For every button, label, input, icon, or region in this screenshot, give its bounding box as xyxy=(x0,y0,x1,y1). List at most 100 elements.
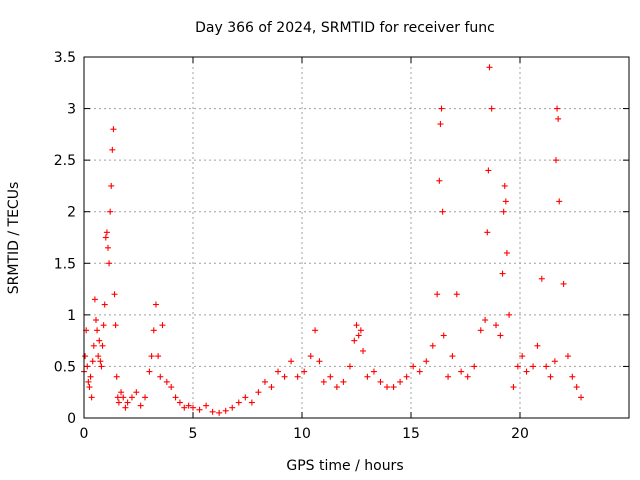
data-point xyxy=(482,317,489,324)
data-point xyxy=(172,394,179,401)
data-point xyxy=(434,291,441,298)
data-point xyxy=(340,378,347,385)
data-point xyxy=(503,249,510,256)
data-point xyxy=(364,373,371,380)
data-point xyxy=(85,378,92,385)
data-point xyxy=(458,368,465,375)
data-point xyxy=(488,105,495,112)
data-point xyxy=(573,384,580,391)
data-point xyxy=(410,363,417,370)
data-point xyxy=(95,353,102,360)
data-point xyxy=(523,368,530,375)
data-point xyxy=(416,368,423,375)
data-point xyxy=(497,332,504,339)
data-point xyxy=(87,373,94,380)
data-point xyxy=(288,358,295,365)
data-point xyxy=(163,378,170,385)
data-point xyxy=(98,363,105,370)
data-point xyxy=(128,394,135,401)
data-point xyxy=(222,407,229,414)
data-point xyxy=(142,394,149,401)
data-point xyxy=(115,399,122,406)
data-point xyxy=(510,384,517,391)
data-point xyxy=(255,389,262,396)
data-point xyxy=(150,327,157,334)
data-point xyxy=(89,358,96,365)
data-point xyxy=(485,167,492,174)
data-point xyxy=(137,402,144,409)
data-point xyxy=(196,406,203,413)
y-tick-label: 2.5 xyxy=(54,153,76,169)
data-point xyxy=(438,105,445,112)
data-point xyxy=(307,353,314,360)
data-point xyxy=(157,373,164,380)
data-point xyxy=(312,327,319,334)
y-tick-label: 1 xyxy=(67,308,76,324)
data-point xyxy=(437,121,444,128)
data-point xyxy=(320,378,327,385)
data-point xyxy=(351,337,358,344)
data-point xyxy=(101,301,108,308)
data-point xyxy=(248,399,255,406)
data-point xyxy=(168,384,175,391)
data-point xyxy=(294,373,301,380)
data-point xyxy=(94,327,101,334)
data-point xyxy=(486,64,493,71)
data-point xyxy=(547,373,554,380)
data-point xyxy=(108,182,115,189)
data-point xyxy=(436,177,443,184)
data-point xyxy=(107,208,114,215)
y-tick-label: 1.5 xyxy=(54,256,76,272)
data-point xyxy=(216,409,223,416)
data-point xyxy=(514,363,521,370)
data-point xyxy=(281,373,288,380)
data-point xyxy=(534,342,541,349)
data-point xyxy=(554,105,561,112)
data-point xyxy=(484,229,491,236)
data-point xyxy=(275,368,282,375)
y-tick-label: 2 xyxy=(67,205,76,221)
data-point xyxy=(112,322,119,329)
data-point xyxy=(235,399,242,406)
data-point xyxy=(471,363,478,370)
data-point xyxy=(501,182,508,189)
data-point xyxy=(316,358,323,365)
data-point xyxy=(530,363,537,370)
data-point xyxy=(453,291,460,298)
data-point xyxy=(477,327,484,334)
data-point xyxy=(301,368,308,375)
data-point xyxy=(100,322,107,329)
data-point xyxy=(555,115,562,122)
data-point xyxy=(357,327,364,334)
data-point xyxy=(261,378,268,385)
grid-layer xyxy=(84,57,629,418)
y-tick-label: 0 xyxy=(67,411,76,427)
data-point xyxy=(122,404,129,411)
data-point xyxy=(564,353,571,360)
data-point xyxy=(102,234,109,241)
data-point xyxy=(148,353,155,360)
data-point xyxy=(552,157,559,164)
data-point xyxy=(152,301,159,308)
data-point xyxy=(176,399,183,406)
data-point xyxy=(384,384,391,391)
data-point xyxy=(500,208,507,215)
data-point xyxy=(88,394,95,401)
data-point xyxy=(578,394,585,401)
data-point xyxy=(440,332,447,339)
data-point xyxy=(390,384,397,391)
data-point xyxy=(229,404,236,411)
data-point xyxy=(449,353,456,360)
data-point xyxy=(133,389,140,396)
data-point xyxy=(355,332,362,339)
data-point xyxy=(86,384,93,391)
data-point xyxy=(155,353,162,360)
data-point xyxy=(96,337,103,344)
data-point xyxy=(377,378,384,385)
data-point xyxy=(327,373,334,380)
data-point xyxy=(118,389,125,396)
data-point xyxy=(109,146,116,153)
data-point xyxy=(403,373,410,380)
data-point xyxy=(360,347,367,354)
